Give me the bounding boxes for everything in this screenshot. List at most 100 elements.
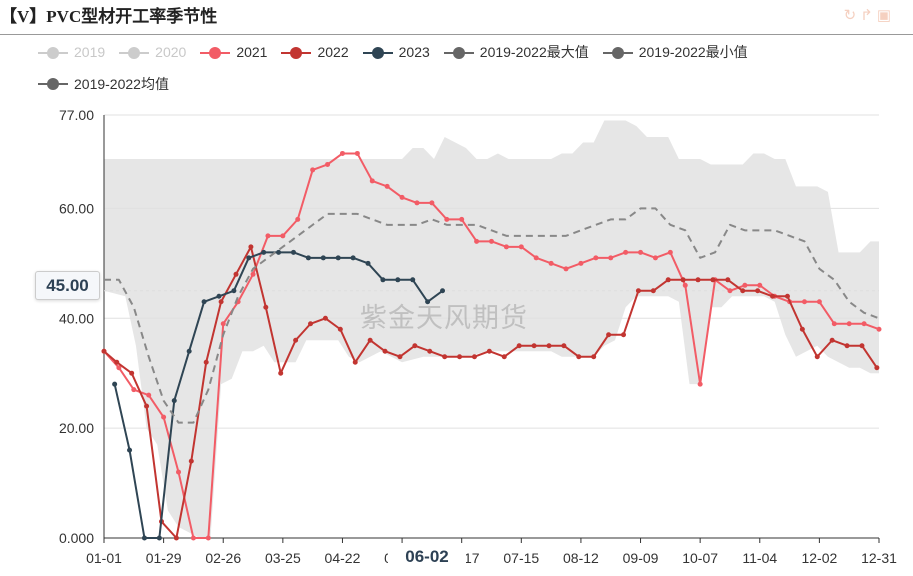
data-point-2022 xyxy=(576,354,582,360)
data-point-2021 xyxy=(444,216,450,222)
legend-marker-icon xyxy=(362,46,393,59)
data-point-2021 xyxy=(295,216,301,222)
y-tick-label: 77.00 xyxy=(59,107,94,123)
x-tick-label: 01-29 xyxy=(146,550,182,566)
data-point-2021 xyxy=(310,167,316,173)
data-point-2022 xyxy=(606,332,612,338)
data-point-2022 xyxy=(382,348,388,354)
data-point-2022 xyxy=(248,244,254,250)
data-point-2022 xyxy=(516,343,522,349)
data-point-2022 xyxy=(844,343,850,349)
x-tick-label: 09-09 xyxy=(623,550,659,566)
legend-label: 2022 xyxy=(317,44,349,60)
data-point-2023 xyxy=(380,277,386,283)
data-point-2021 xyxy=(727,288,733,294)
data-point-2022 xyxy=(129,370,135,376)
legend-item-4[interactable]: 2023 xyxy=(362,38,430,67)
legend-item-0[interactable]: 2019 xyxy=(38,38,105,67)
legend-marker-icon xyxy=(443,46,474,59)
x-tick-label: 08-12 xyxy=(563,550,599,566)
legend-label: 2020 xyxy=(155,44,187,60)
data-point-2021 xyxy=(697,381,703,387)
data-point-2022 xyxy=(188,458,194,464)
data-point-2022 xyxy=(829,337,835,343)
data-point-2023 xyxy=(141,535,147,541)
data-point-2021 xyxy=(384,183,390,189)
data-point-2021 xyxy=(816,299,822,305)
y-tick-label: 40.00 xyxy=(59,310,94,326)
data-point-2023 xyxy=(365,260,371,266)
x-tick-label: 03-25 xyxy=(265,550,301,566)
data-point-2022 xyxy=(531,343,537,349)
data-point-2022 xyxy=(770,293,776,299)
legend-item-5[interactable]: 2019-2022最大值 xyxy=(443,38,589,67)
data-point-2021 xyxy=(608,255,614,261)
data-point-2021 xyxy=(846,321,852,327)
data-point-2021 xyxy=(474,238,480,244)
data-point-2022 xyxy=(101,348,107,354)
legend-item-2[interactable]: 2021 xyxy=(200,38,267,67)
data-point-2022 xyxy=(278,370,284,376)
data-point-2021 xyxy=(876,326,882,332)
data-point-2021 xyxy=(831,321,837,327)
share-icon[interactable]: ↱ xyxy=(860,7,877,24)
data-point-2021 xyxy=(369,178,375,184)
data-point-2022 xyxy=(621,332,627,338)
legend-marker-icon xyxy=(602,46,633,59)
chart-toolbar[interactable]: ↻↱▣ xyxy=(844,6,895,24)
legend-marker-icon xyxy=(38,78,68,90)
x-tick-label: 12-02 xyxy=(801,550,837,566)
data-point-2023 xyxy=(156,535,162,541)
data-point-2021 xyxy=(176,469,182,475)
save-image-icon[interactable]: ▣ xyxy=(876,7,895,24)
refresh-icon[interactable]: ↻ xyxy=(843,7,861,24)
data-point-2022 xyxy=(874,365,880,371)
data-point-2023 xyxy=(186,348,192,354)
data-point-2023 xyxy=(216,293,222,299)
data-point-2021 xyxy=(652,255,658,261)
data-point-2022 xyxy=(457,354,463,360)
data-point-2021 xyxy=(801,299,807,305)
y-tick-label: 60.00 xyxy=(59,200,94,216)
legend-item-3[interactable]: 2022 xyxy=(281,38,349,67)
data-point-2021 xyxy=(682,282,688,288)
data-point-2021 xyxy=(757,282,763,288)
data-point-2022 xyxy=(799,326,805,332)
y-axis-pointer-label: 45.00 xyxy=(35,271,100,300)
data-point-2023 xyxy=(112,381,118,387)
data-point-2023 xyxy=(201,299,207,305)
legend-marker-icon xyxy=(281,46,312,59)
data-point-2023 xyxy=(350,255,356,261)
data-point-2021 xyxy=(146,392,152,398)
data-point-2023 xyxy=(305,255,311,261)
data-point-2021 xyxy=(742,282,748,288)
data-point-2022 xyxy=(427,348,433,354)
data-point-2021 xyxy=(325,161,331,167)
data-point-2022 xyxy=(173,535,179,541)
data-point-2022 xyxy=(352,359,358,365)
data-point-2022 xyxy=(337,326,343,332)
data-point-2022 xyxy=(486,348,492,354)
legend-item-6[interactable]: 2019-2022最小值 xyxy=(602,38,748,67)
legend-marker-icon xyxy=(119,46,150,59)
x-tick-label: 04-22 xyxy=(325,550,361,566)
data-point-2021 xyxy=(161,414,167,420)
data-point-2023 xyxy=(246,255,252,261)
data-point-2022 xyxy=(740,288,746,294)
data-point-2021 xyxy=(280,233,286,239)
data-point-2021 xyxy=(399,194,405,200)
legend-item-7[interactable]: 2019-2022均值 xyxy=(38,70,169,99)
legend-label: 2021 xyxy=(236,44,268,60)
data-point-2022 xyxy=(308,321,314,327)
data-point-2021 xyxy=(667,249,673,255)
data-point-2021 xyxy=(190,535,196,541)
data-point-2023 xyxy=(171,398,177,404)
legend-item-1[interactable]: 2020 xyxy=(119,38,186,67)
data-point-2022 xyxy=(442,354,448,360)
data-point-2021 xyxy=(459,216,465,222)
x-axis-pointer-label: 06-02 xyxy=(388,544,466,570)
legend-label: 2019-2022最大值 xyxy=(479,44,589,60)
data-point-2021 xyxy=(518,244,524,250)
data-point-2021 xyxy=(623,249,629,255)
data-point-2023 xyxy=(276,249,282,255)
